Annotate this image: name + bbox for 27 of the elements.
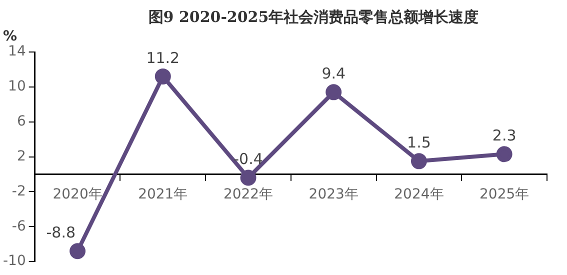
chart-title: 图9 2020-2025年社会消费品零售总额增长速度	[147, 8, 480, 28]
y-tick-label: 6	[16, 114, 26, 130]
y-tick-label: 14	[8, 44, 26, 60]
data-label: 2.3	[492, 126, 516, 145]
x-tick-label: 2025年	[480, 186, 530, 202]
data-label: -0.4	[234, 150, 263, 168]
point	[326, 84, 342, 100]
data-label: 1.5	[407, 134, 431, 152]
x-tick-label: 2024年	[394, 186, 444, 202]
y-tick-label: -2	[12, 183, 26, 200]
x-tick-label: 2020年	[52, 186, 102, 202]
data-label: 9.4	[322, 64, 346, 83]
point	[70, 243, 86, 260]
y-axis-title: %	[2, 28, 18, 45]
x-tick-label: 2023年	[308, 186, 358, 202]
y-tick-label: 2	[16, 148, 26, 164]
y-tick-label: 10	[8, 78, 26, 95]
point	[410, 153, 427, 170]
x-tick-label: 2022年	[223, 186, 274, 202]
y-tick-label: -10	[2, 253, 26, 270]
y-tick-label: -6	[12, 218, 26, 234]
x-tick-label: 2021年	[138, 186, 188, 202]
data-label: 11.2	[146, 48, 180, 67]
point	[496, 146, 512, 162]
point	[154, 68, 171, 84]
point	[240, 170, 256, 186]
data-label: -8.8	[46, 224, 76, 242]
